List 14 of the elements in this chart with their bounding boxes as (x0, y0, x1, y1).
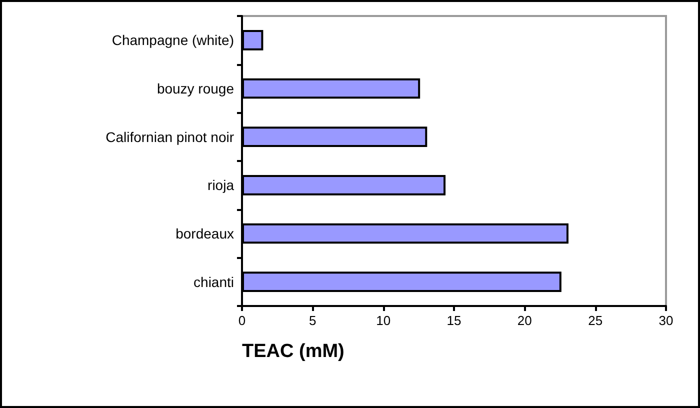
y-tick-label: Champagne (white) (112, 32, 234, 48)
x-tick-label: 10 (376, 313, 391, 328)
y-tick-label: chianti (194, 274, 234, 290)
x-tick-label: 0 (238, 313, 246, 328)
x-tick-label: 30 (658, 313, 674, 328)
y-tick-label: bouzy rouge (156, 80, 234, 96)
x-tick-label: 5 (309, 313, 316, 328)
y-tick-label: bordeaux (176, 226, 234, 242)
y-tick-label: rioja (208, 177, 234, 194)
x-axis-title: TEAC (mM) (242, 341, 344, 362)
x-tick-label: 20 (517, 313, 532, 328)
x-tick-label: 25 (588, 313, 603, 328)
x-tick-label: 15 (446, 313, 462, 328)
y-tick-label: Californian pinot noir (106, 128, 234, 145)
